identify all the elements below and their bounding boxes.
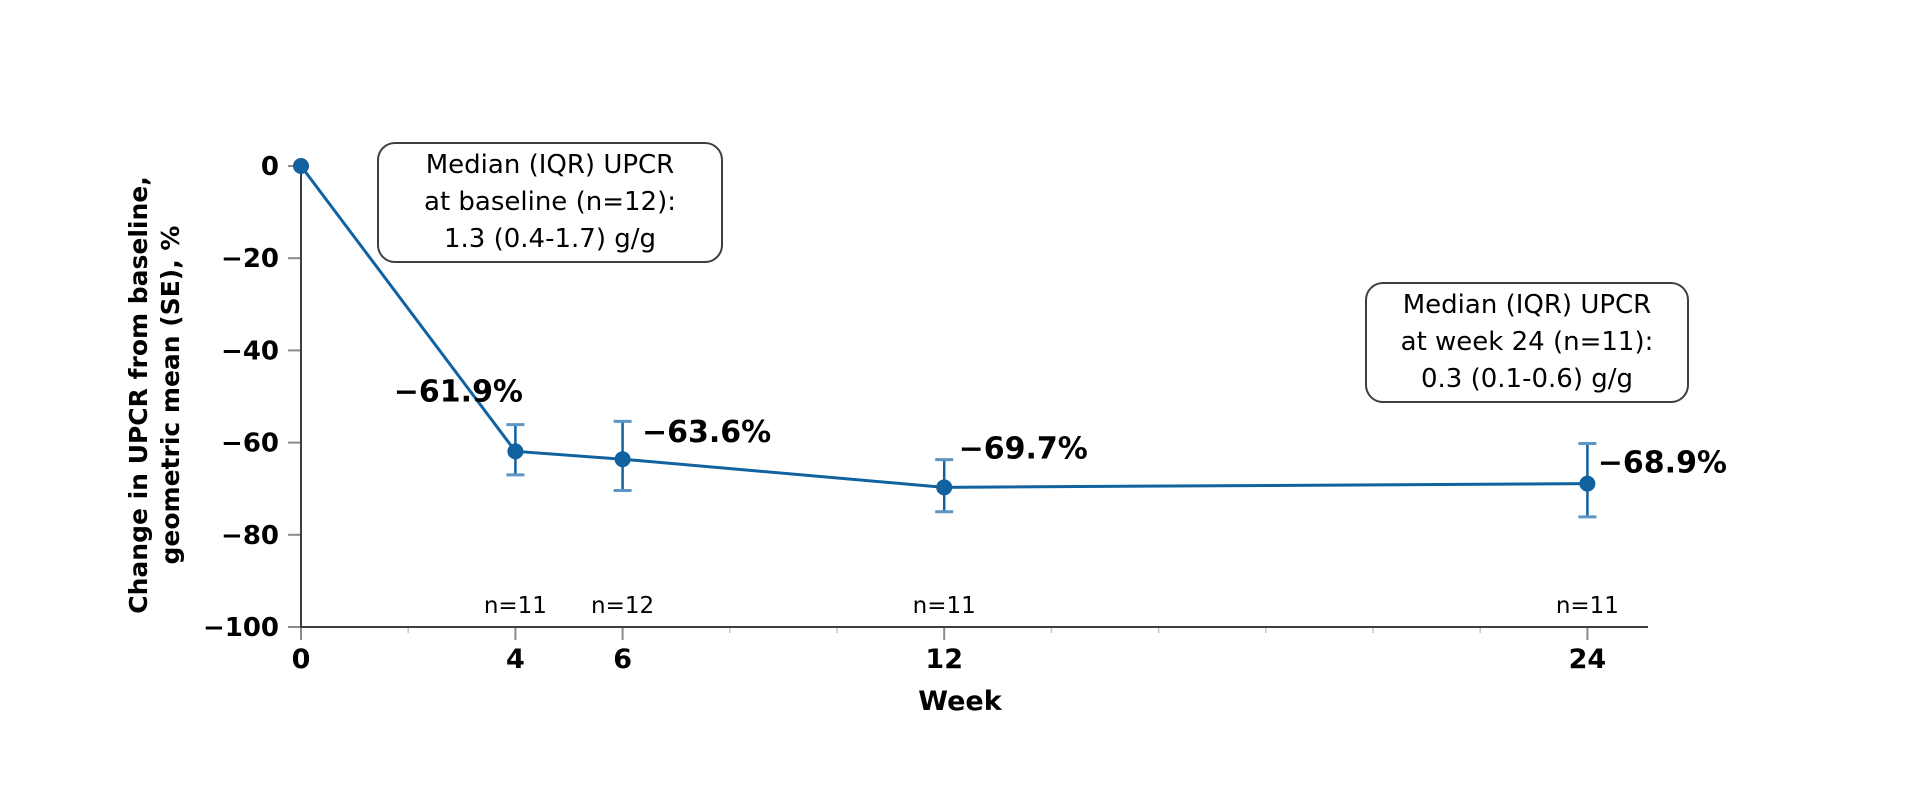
annotation-week24-line2: at week 24 (n=11):	[1400, 327, 1654, 357]
y-tick-label: −80	[221, 521, 279, 551]
n-count-label: n=12	[591, 593, 654, 619]
y-axis-title-line2: geometric mean (SE), %	[156, 225, 185, 565]
data-point-label: −69.7%	[959, 431, 1088, 466]
annotation-baseline-line3: 1.3 (0.4-1.7) g/g	[443, 224, 656, 254]
data-point-label: −63.6%	[642, 415, 771, 450]
data-point	[936, 479, 953, 496]
x-tick-label: 6	[613, 644, 632, 675]
annotation-week24-line1: Median (IQR) UPCR	[1402, 290, 1652, 320]
n-count-label: n=11	[1556, 593, 1619, 619]
annotation-baseline-line2: at baseline (n=12):	[424, 187, 676, 217]
y-tick-label: −40	[221, 336, 279, 366]
annotation-week24-upcr: Median (IQR) UPCR at week 24 (n=11): 0.3…	[1365, 282, 1689, 403]
y-tick-label: −20	[221, 244, 279, 274]
x-tick-label: 12	[925, 644, 963, 675]
data-point	[614, 451, 631, 468]
y-tick-label: −60	[221, 429, 279, 459]
data-point	[293, 158, 309, 174]
x-tick-label: 4	[506, 644, 525, 675]
y-axis-title-line1: Change in UPCR from baseline,	[124, 176, 153, 614]
n-count-label: n=11	[913, 593, 976, 619]
x-axis-title: Week	[918, 686, 1002, 717]
annotation-week24-line3: 0.3 (0.1-0.6) g/g	[1420, 364, 1633, 394]
annotation-baseline-upcr: Median (IQR) UPCR at baseline (n=12): 1.…	[377, 142, 723, 263]
x-tick-label: 24	[1569, 644, 1607, 675]
y-axis-title: Change in UPCR from baseline, geometric …	[123, 115, 187, 675]
data-point	[1579, 475, 1596, 492]
data-point-label: −61.9%	[394, 374, 523, 409]
y-tick-label: 0	[261, 152, 279, 182]
x-tick-label: 0	[292, 644, 311, 675]
data-point	[507, 443, 524, 460]
n-count-label: n=11	[484, 593, 547, 619]
data-point-label: −68.9%	[1598, 446, 1727, 481]
annotation-baseline-line1: Median (IQR) UPCR	[425, 150, 675, 180]
y-tick-label: −100	[203, 613, 279, 643]
